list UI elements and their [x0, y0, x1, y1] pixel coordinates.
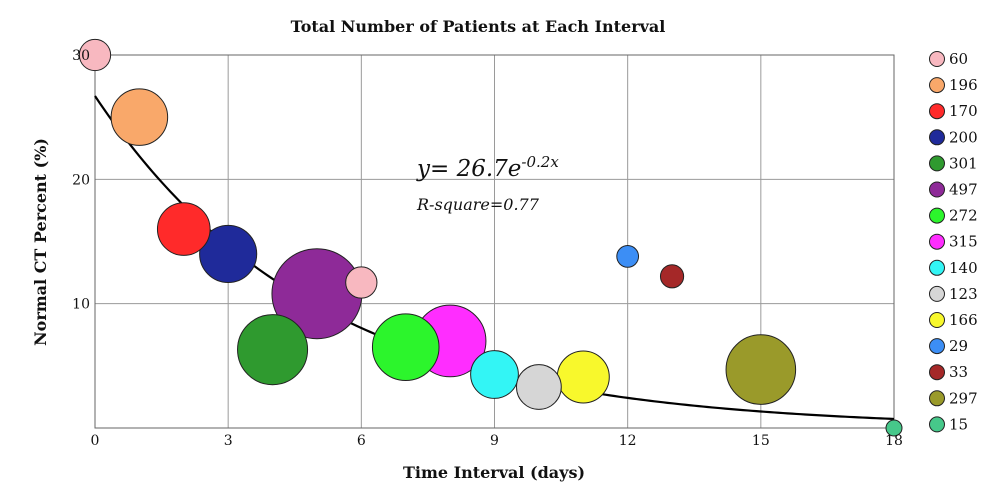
legend-marker	[929, 77, 945, 94]
y-tick-label: 10	[72, 297, 90, 313]
legend-label: 297	[949, 389, 978, 407]
legend-label: 200	[949, 128, 978, 146]
legend-marker	[929, 181, 945, 198]
legend-marker	[929, 285, 945, 302]
y-axis-label: Normal CT Percent (%)	[31, 138, 50, 346]
legend-label: 315	[949, 233, 978, 251]
legend-marker	[929, 207, 945, 224]
x-tick-label: 6	[357, 433, 366, 449]
y-axis: 10 20 30	[72, 48, 90, 313]
bubble-point	[78, 38, 112, 72]
bubble-point	[470, 350, 519, 399]
y-tick-label: 20	[72, 172, 90, 188]
legend-marker	[929, 416, 945, 433]
x-tick-label: 3	[224, 433, 233, 449]
legend-marker	[929, 129, 945, 146]
r-square-label: R-square=0.77	[416, 195, 540, 214]
legend-label: 123	[949, 285, 978, 303]
bubble-point	[237, 314, 309, 386]
plot-area	[94, 54, 895, 429]
bubble-point	[659, 264, 685, 289]
bubble-point	[199, 224, 258, 283]
legend-label: 170	[949, 102, 978, 120]
legend-marker	[929, 103, 945, 120]
legend-label: 166	[949, 311, 978, 329]
x-tick-label: 18	[885, 433, 903, 449]
legend-label: 196	[949, 76, 978, 94]
bubble-point	[156, 202, 211, 256]
legend-marker	[929, 312, 945, 328]
legend-marker	[929, 364, 945, 381]
x-axis: 0 3 6 9 12 15 18	[91, 433, 903, 449]
x-axis-label: Time Interval (days)	[403, 463, 585, 482]
bubble-point	[371, 313, 440, 381]
bubble-point	[345, 266, 378, 299]
legend-marker	[929, 155, 945, 172]
legend-label: 140	[949, 259, 978, 277]
legend-marker	[929, 51, 945, 67]
legend-label: 301	[949, 154, 978, 172]
x-tick-label: 0	[91, 433, 100, 449]
legend-label: 60	[949, 50, 968, 68]
chart-title: Total Number of Patients at Each Interva…	[291, 17, 666, 36]
x-tick-label: 15	[752, 433, 770, 449]
x-tick-label: 9	[490, 433, 499, 449]
bubble-point	[885, 419, 903, 437]
bubble-point	[616, 245, 640, 268]
bubble-point	[556, 350, 610, 404]
legend-label: 33	[949, 363, 968, 381]
legend-marker	[929, 390, 945, 407]
legend-label: 272	[949, 207, 978, 225]
legend-label: 15	[949, 415, 968, 433]
legend: 60 196 170 200 301 497 272 315 140 123 166 29 33 297 1…	[929, 50, 978, 433]
legend-marker	[929, 233, 945, 250]
bubble-point	[110, 88, 169, 146]
bubble-point	[516, 364, 562, 410]
legend-marker	[929, 259, 945, 276]
x-tick-label: 12	[619, 433, 637, 449]
bubble-point	[725, 334, 797, 405]
equation-main: y= 26.7e	[416, 156, 521, 182]
equation-label: y= 26.7e-0.2x	[416, 153, 559, 182]
legend-label: 497	[949, 181, 978, 199]
legend-marker	[929, 338, 945, 355]
y-tick-label: 30	[72, 48, 90, 64]
equation-exponent: -0.2x	[521, 153, 559, 171]
legend-label: 29	[949, 337, 968, 355]
bubble-layer	[78, 38, 903, 437]
